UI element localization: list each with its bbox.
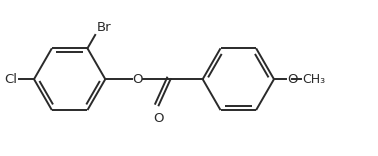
Text: Br: Br xyxy=(96,21,111,34)
Text: CH₃: CH₃ xyxy=(302,73,325,86)
Text: Cl: Cl xyxy=(5,73,17,86)
Text: O: O xyxy=(287,73,297,86)
Text: O: O xyxy=(132,73,143,86)
Text: O: O xyxy=(153,112,164,125)
